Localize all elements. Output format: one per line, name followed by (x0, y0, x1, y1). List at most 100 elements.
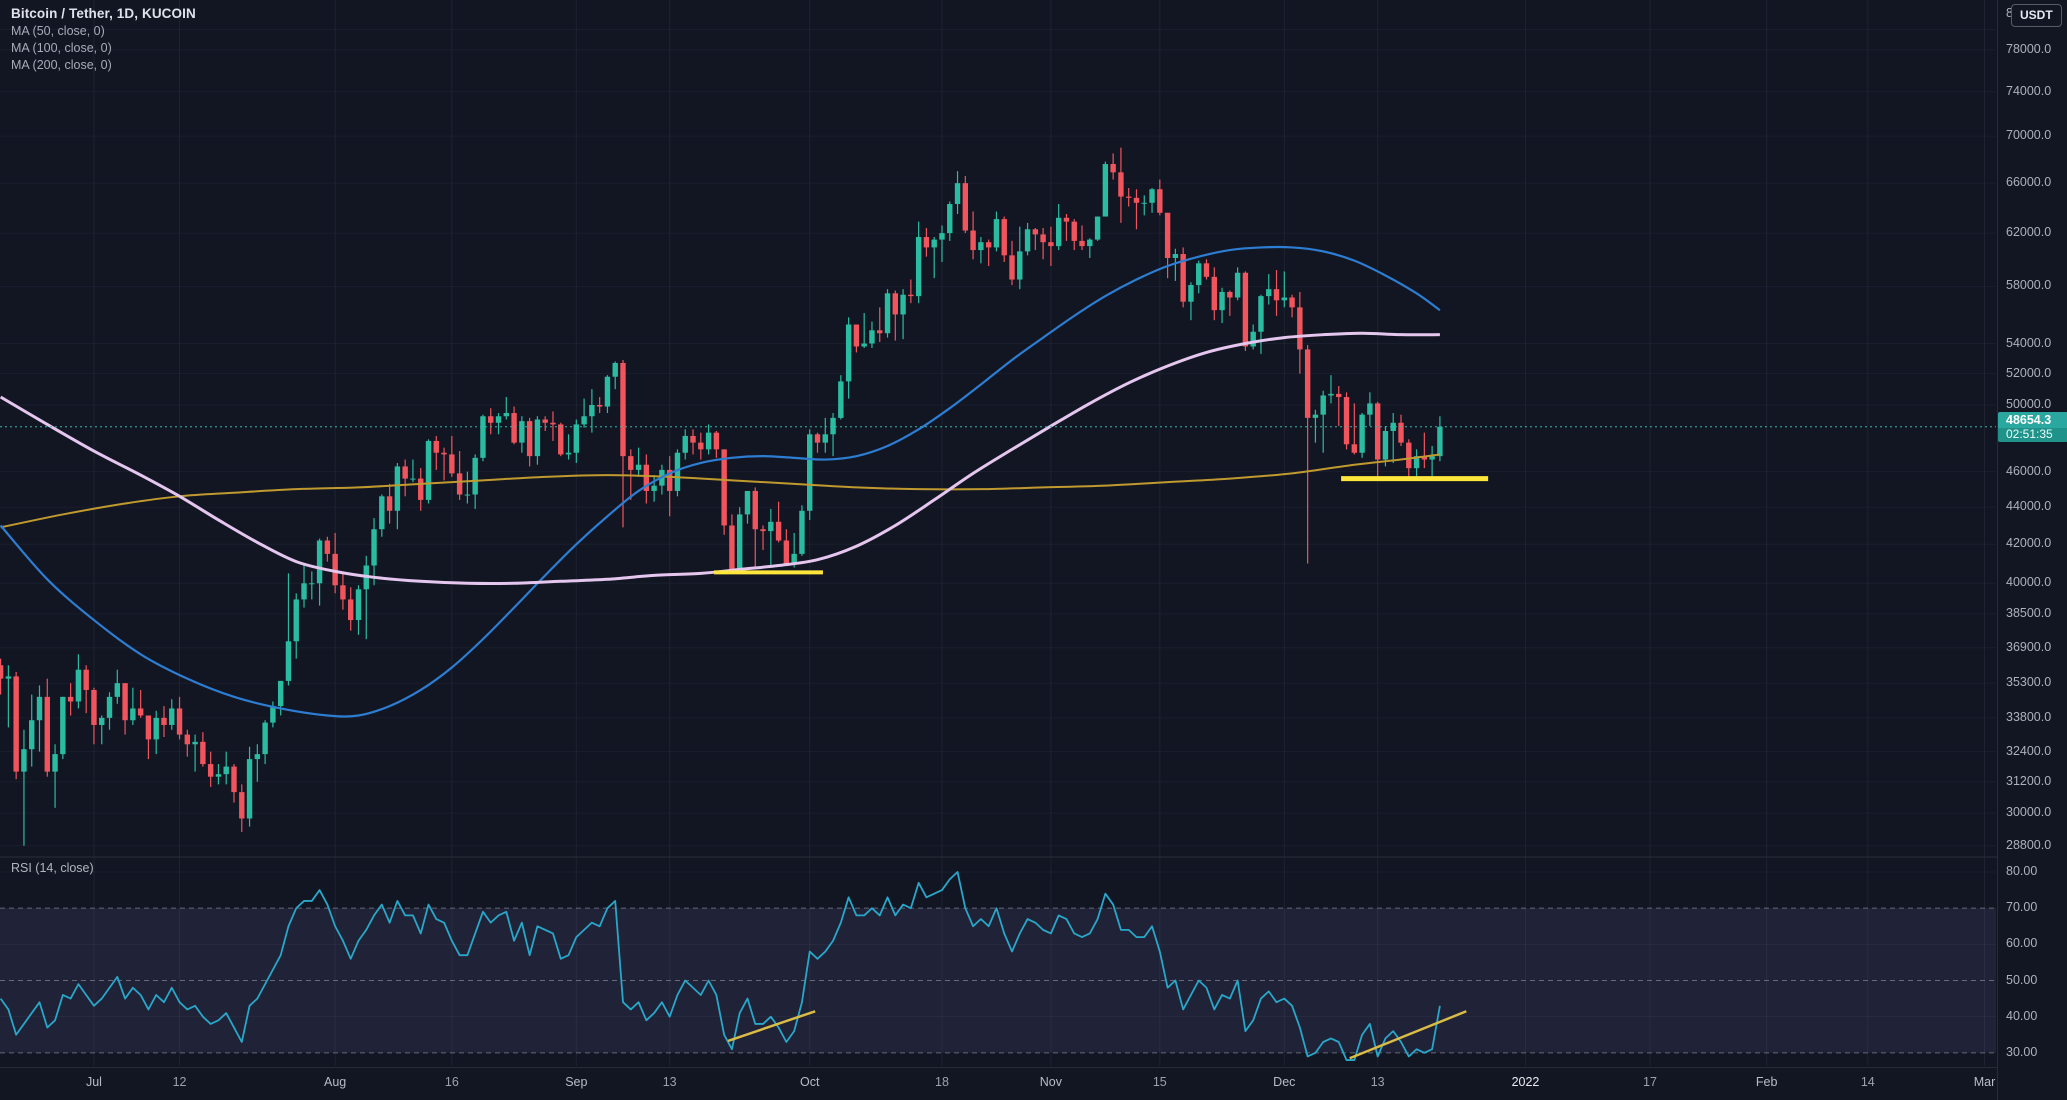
candle (1087, 238, 1093, 258)
price-tick-label: 74000.0 (2006, 84, 2052, 98)
bar-countdown: 02:51:35 (1998, 428, 2067, 442)
candle (433, 435, 439, 470)
candle (1188, 282, 1194, 321)
candle (169, 699, 175, 730)
candle (511, 406, 517, 445)
candle (21, 729, 27, 846)
candle (698, 432, 704, 460)
price-tick-label: 44000.0 (2006, 499, 2052, 513)
candle (791, 532, 797, 568)
price-axis[interactable]: USDT 48654.3 02:51:35 80000.078000.07400… (1997, 0, 2067, 1100)
candle (122, 683, 128, 735)
price-tick-label: 58000.0 (2006, 278, 2052, 292)
candle (83, 665, 89, 714)
candle (1304, 344, 1311, 564)
time-tick-label: Sep (565, 1075, 588, 1089)
candle (1258, 294, 1264, 354)
price-gridlines (0, 28, 1996, 847)
candle (1071, 219, 1077, 251)
candle (1079, 225, 1085, 251)
candle (503, 397, 509, 420)
candle (620, 359, 626, 528)
indicator-ma50[interactable]: MA (50, close, 0) (11, 24, 105, 38)
candle (340, 573, 346, 610)
candle (1040, 227, 1046, 260)
candle (1289, 294, 1295, 318)
candle (207, 751, 214, 787)
candle (301, 565, 307, 608)
candle (456, 451, 463, 500)
candle (60, 696, 66, 760)
candle (993, 211, 1000, 252)
candle (44, 678, 50, 777)
candle (783, 529, 790, 566)
candle (526, 417, 533, 467)
candle (558, 422, 564, 457)
price-tick-label: 35300.0 (2006, 675, 2052, 689)
candle (1196, 260, 1202, 294)
candle (200, 732, 206, 767)
candle (67, 683, 74, 716)
candle (1382, 426, 1389, 467)
candle (215, 764, 222, 785)
candle (838, 375, 844, 420)
candle (425, 439, 432, 504)
candle (309, 571, 315, 600)
candle (1281, 271, 1287, 308)
candle (674, 449, 681, 497)
candle (1063, 214, 1070, 241)
time-tick-label: Dec (1273, 1075, 1296, 1089)
candle (768, 508, 774, 568)
candle (690, 429, 696, 455)
candle (262, 720, 268, 765)
currency-toggle-button[interactable]: USDT (2011, 4, 2062, 27)
indicator-ma200[interactable]: MA (200, close, 0) (11, 58, 112, 72)
time-axis[interactable]: Jul 12 Aug 16 Sep 13 Oct 18 Nov 15 Dec 13 2022 17 Feb 1… (0, 1067, 2067, 1100)
candle (36, 685, 43, 752)
candle (534, 416, 541, 465)
candle (1094, 216, 1101, 241)
indicator-ma100[interactable]: MA (100, close, 0) (11, 41, 112, 55)
candle (1219, 287, 1225, 324)
candle (246, 746, 253, 827)
price-tick-label: 66000.0 (2006, 175, 2052, 189)
candle (931, 236, 937, 279)
rsi-band (0, 908, 1996, 1053)
rsi-trendline[interactable] (1349, 1010, 1467, 1060)
time-tick-label: Mar (1973, 1075, 1996, 1089)
time-tick-label: 13 (1370, 1075, 1385, 1089)
candle (853, 324, 860, 353)
candle (643, 454, 650, 504)
candle (13, 671, 19, 780)
candle (418, 468, 424, 511)
candle (231, 764, 237, 803)
candle (1359, 413, 1365, 458)
candle (1172, 248, 1179, 281)
candle (744, 490, 751, 524)
candle (1110, 153, 1116, 180)
time-tick-label: 16 (444, 1075, 459, 1089)
rsi-tick-label: 30.00 (2006, 1045, 2038, 1059)
symbol-title[interactable]: Bitcoin / Tether, 1D, KUCOIN (11, 6, 196, 21)
candle (1032, 227, 1039, 251)
candle (947, 201, 953, 241)
candle (52, 744, 58, 808)
candle (394, 462, 401, 530)
rsi-tick-label: 80.00 (2006, 864, 2038, 878)
candle (464, 471, 471, 504)
candle (573, 419, 580, 463)
candle (604, 375, 611, 414)
indicator-rsi[interactable]: RSI (14, close) (11, 861, 94, 875)
candle (1437, 416, 1443, 462)
candle (386, 483, 393, 524)
rsi-trendline[interactable] (727, 1010, 816, 1043)
candle (1413, 449, 1420, 479)
time-tick-label: Jul (85, 1075, 102, 1089)
candle (402, 459, 408, 497)
candle (332, 532, 338, 594)
candle (581, 398, 587, 428)
candle (1390, 413, 1396, 463)
price-tick-label: 36900.0 (2006, 640, 2052, 654)
rsi-line (0, 871, 1441, 1061)
